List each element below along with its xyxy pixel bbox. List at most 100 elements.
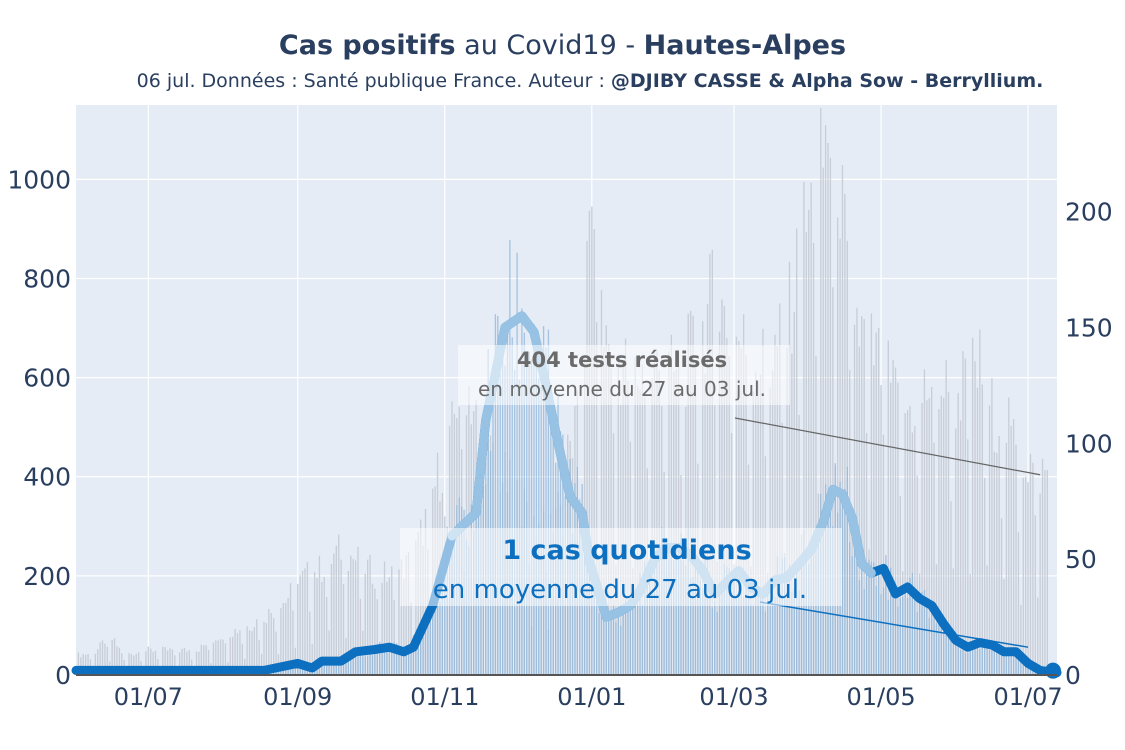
cases-bar: [441, 556, 444, 675]
tests-bar: [188, 650, 190, 675]
cases-bar: [769, 606, 771, 675]
cases-bar: [844, 488, 846, 675]
tests-bar: [178, 652, 181, 675]
tests-bar: [285, 602, 287, 675]
tests-bar: [287, 597, 289, 675]
cases-bar: [338, 660, 340, 675]
tests-bar: [393, 599, 395, 675]
tests-bar: [947, 391, 950, 675]
tests-bar: [154, 650, 157, 675]
cases-bar: [851, 556, 853, 675]
tests-bar: [940, 395, 942, 675]
tests-bar: [289, 583, 292, 675]
cases-bar: [788, 564, 791, 675]
tests-bar: [338, 534, 340, 675]
tests-bar: [195, 651, 198, 675]
cases-bar: [369, 650, 371, 675]
cases-bar: [504, 365, 506, 675]
cases-bar: [911, 572, 914, 675]
tests-bar: [670, 334, 673, 675]
cases-bar: [318, 663, 321, 675]
tests-bar: [726, 338, 728, 675]
title-bold-2: Hautes-Alpes: [643, 30, 847, 61]
tests-bar: [130, 654, 133, 675]
cases-bar: [509, 240, 511, 675]
tests-bar: [911, 432, 914, 675]
cases-bar: [950, 635, 952, 675]
tests-bar: [386, 581, 388, 675]
title-bold-1: Cas positifs: [278, 30, 456, 61]
cases-bar: [634, 599, 636, 675]
cases-bar: [673, 560, 675, 675]
tests-bar: [1000, 518, 1003, 675]
tests-bar: [653, 352, 656, 675]
tests-bar: [407, 551, 410, 675]
cases-bar: [721, 582, 723, 675]
cases-bar: [535, 335, 538, 675]
tests-bar: [1034, 515, 1036, 675]
tests-bar: [248, 630, 251, 675]
cases-bar: [984, 640, 986, 675]
tests-bar: [87, 653, 89, 675]
tests-bar: [658, 370, 660, 675]
cases-bar: [583, 558, 586, 675]
tests-bar: [899, 496, 901, 675]
tests-bar: [1041, 458, 1044, 675]
tests-bar: [706, 304, 709, 675]
cases-bar: [810, 553, 812, 675]
tests-bar: [256, 619, 258, 675]
cases-bar: [914, 596, 916, 675]
cases-bar: [407, 652, 410, 675]
cases-bar: [704, 557, 706, 675]
cases-bar: [516, 252, 518, 675]
tests-bar: [591, 206, 593, 675]
tests-bar: [217, 640, 219, 675]
cases-bar: [665, 559, 668, 675]
cases-bar: [699, 580, 701, 675]
tests-bar: [236, 633, 239, 675]
tests-bar: [796, 228, 798, 675]
cases-bar: [398, 649, 400, 675]
tests-bar: [938, 409, 940, 675]
tests-bar: [916, 475, 918, 675]
tests-bar: [106, 646, 108, 675]
tests-bar: [933, 442, 935, 675]
tests-annotation-arrow: [734, 417, 1041, 476]
tests-bar: [588, 210, 591, 675]
tests-bar: [292, 610, 294, 675]
cases-bar: [988, 649, 991, 675]
tests-bar: [265, 622, 268, 675]
tests-bar: [704, 373, 706, 675]
cases-bar: [904, 590, 906, 675]
cases-bar: [793, 587, 795, 675]
cases-bar: [608, 614, 610, 675]
tests-bar: [162, 646, 164, 675]
tests-bar: [673, 371, 675, 675]
cases-bar: [955, 631, 957, 675]
y-right-tick-label: 50: [1065, 545, 1097, 574]
tests-bar: [964, 358, 967, 675]
cases-bar: [335, 660, 337, 675]
tests-bar: [617, 363, 619, 675]
tests-bar: [297, 583, 299, 675]
tests-bar: [174, 655, 176, 675]
tests-bar: [371, 583, 374, 675]
tests-bar: [1015, 444, 1017, 675]
tests-bar: [738, 341, 740, 675]
tests-bar: [350, 555, 352, 675]
cases-bar: [523, 332, 525, 675]
tests-bar: [128, 653, 130, 675]
tests-bar: [410, 602, 412, 675]
tests-bar: [971, 337, 974, 675]
cases-bar: [424, 617, 427, 675]
cases-bar: [875, 586, 877, 675]
tests-bar: [858, 346, 861, 675]
tests-bar: [342, 584, 345, 675]
cases-bar: [468, 546, 470, 675]
cases-bar: [451, 538, 453, 675]
cases-bar: [798, 590, 800, 675]
tests-bar: [183, 648, 186, 675]
cases-bar: [755, 591, 757, 675]
cases-bar: [528, 351, 530, 675]
tests-bar: [962, 351, 964, 675]
